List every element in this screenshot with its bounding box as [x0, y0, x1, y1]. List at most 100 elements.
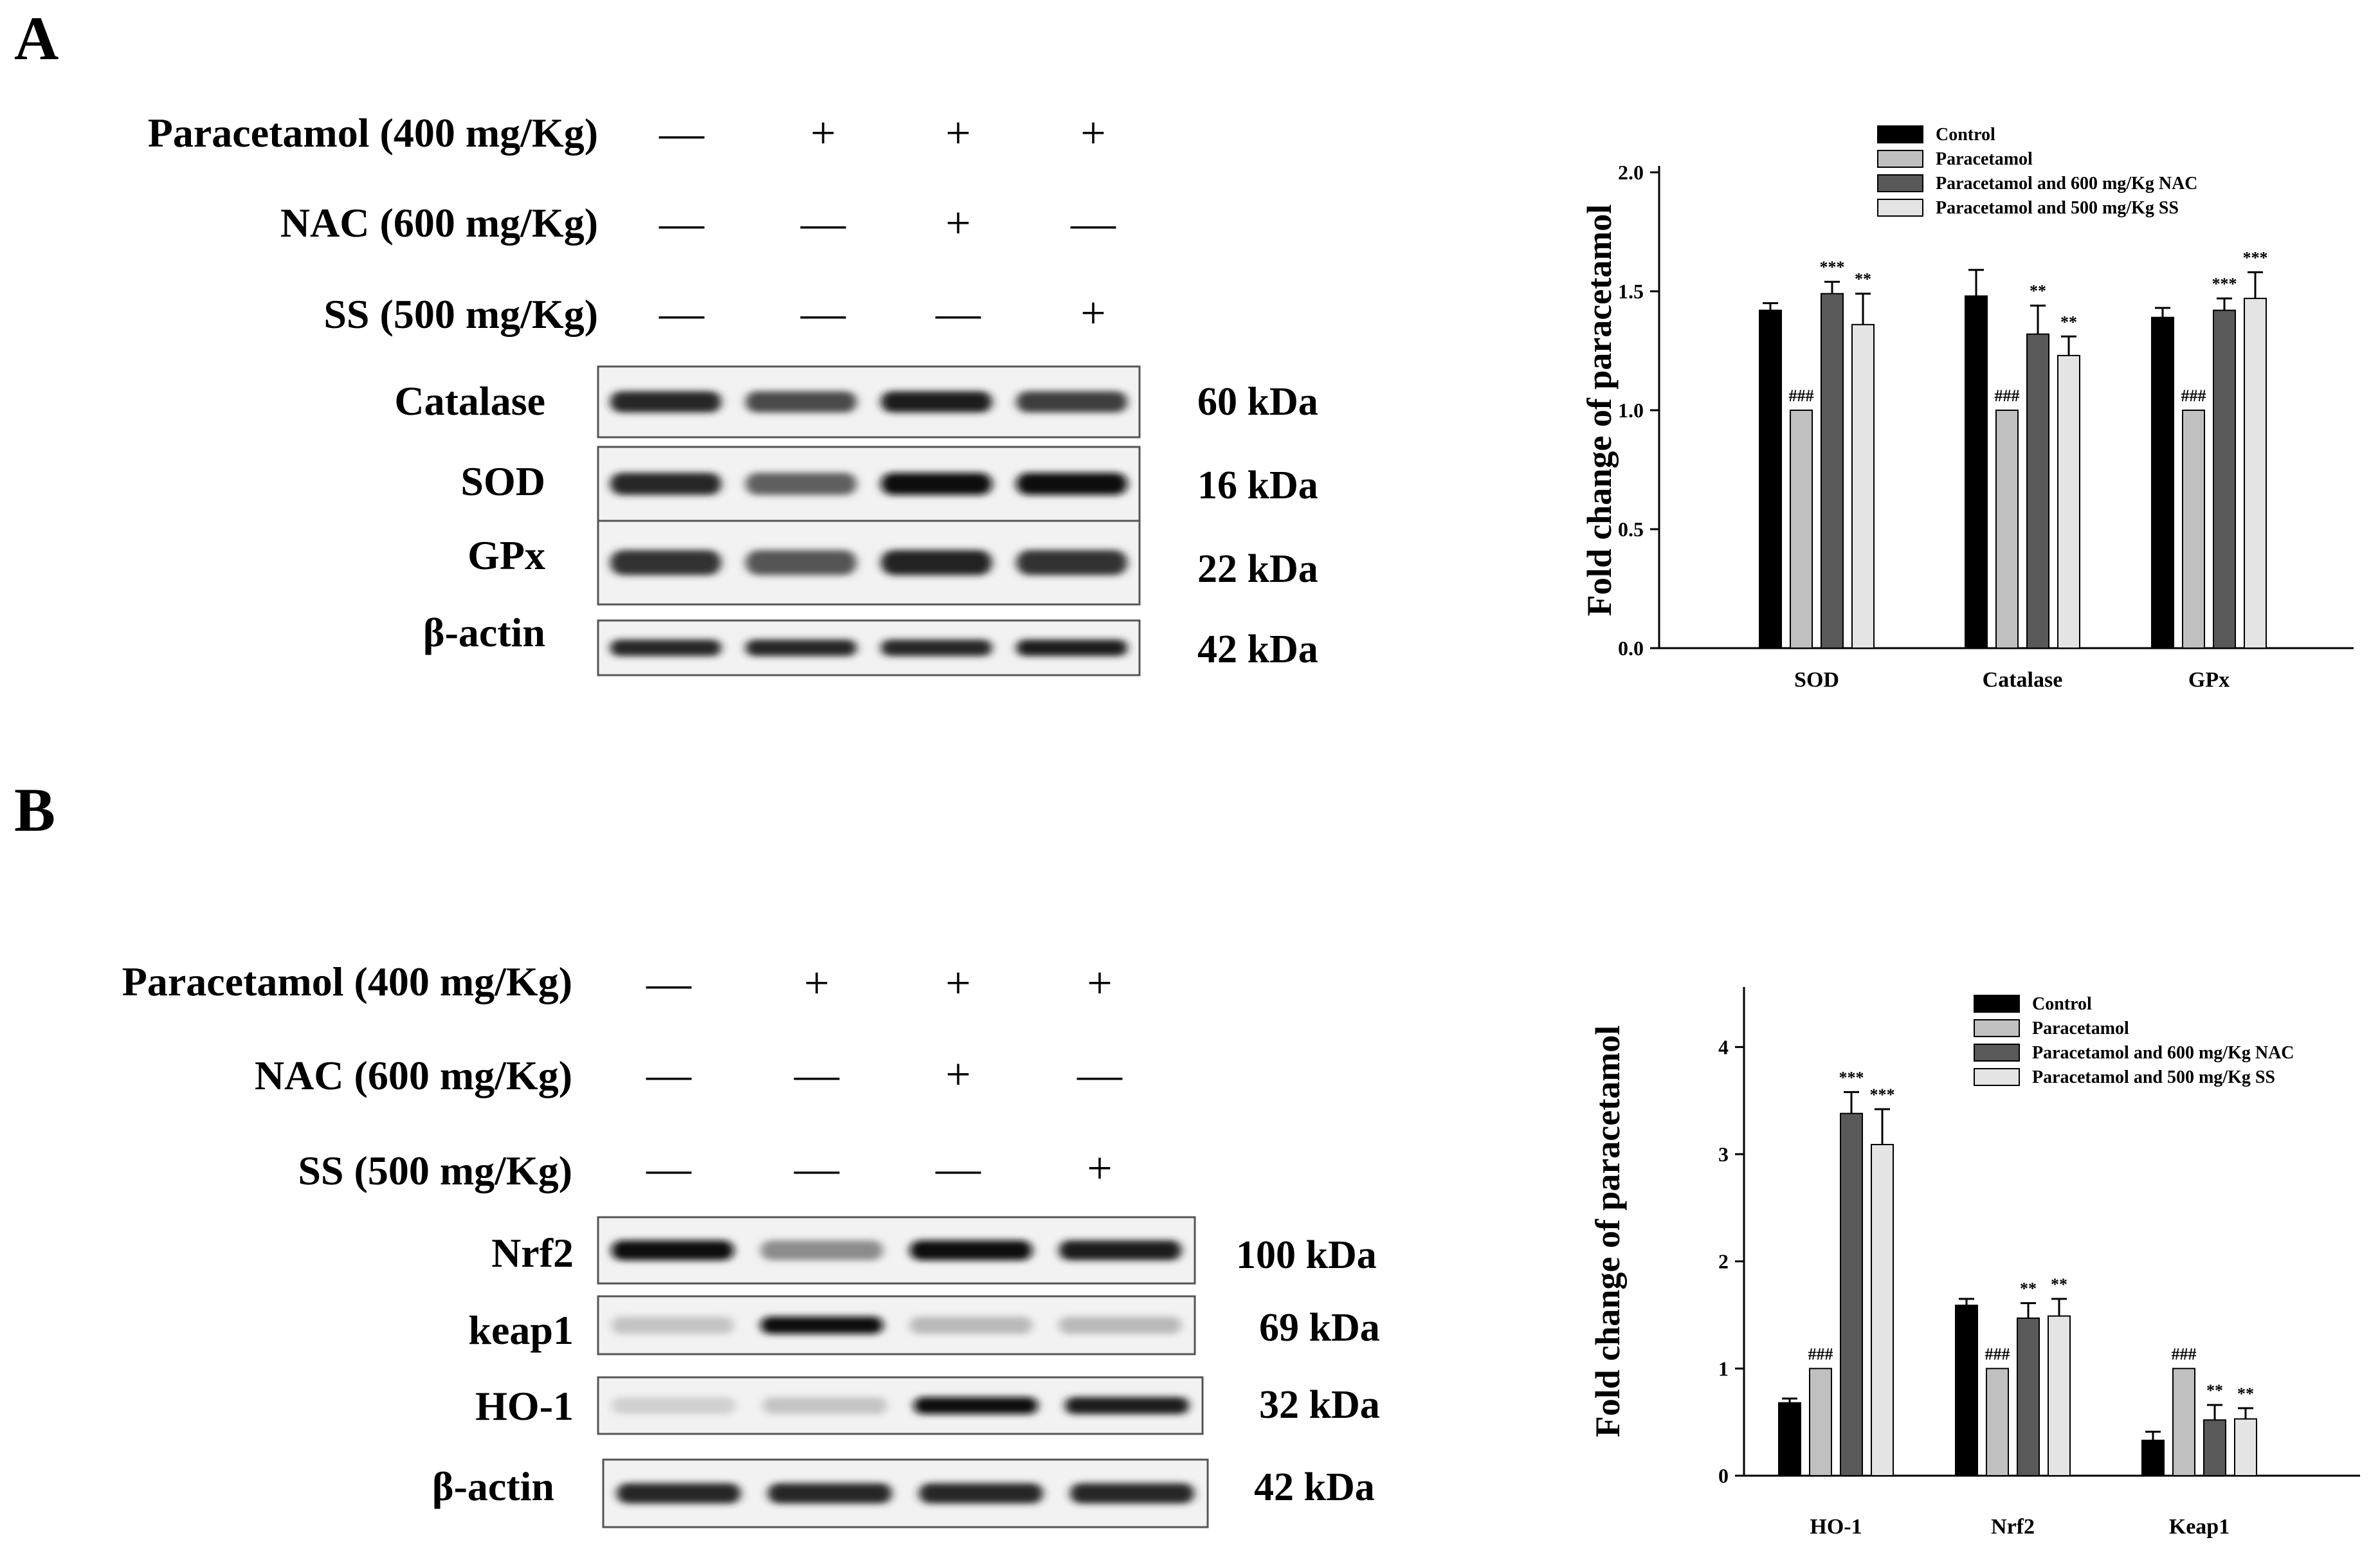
treatment-sign: +: [1087, 1144, 1112, 1193]
blot-band: [909, 1316, 1033, 1334]
significance-marker: ###: [1808, 1345, 1833, 1363]
x-category-label: Catalase: [1983, 668, 2063, 692]
sign-row-paracetamol: — + + +: [659, 109, 1106, 158]
legend-swatch: [1974, 1068, 2020, 1086]
blot-band: [914, 1397, 1038, 1415]
kda-label-sod: 16 kDa: [1197, 464, 1318, 507]
treatment-sign: +: [1080, 289, 1105, 338]
kda-label-ho-1: 32 kDa: [1259, 1383, 1380, 1427]
blot-band: [745, 391, 857, 413]
treatment-label-paracetamol-b: Paracetamol (400 mg/Kg): [122, 959, 572, 1004]
blot-band: [611, 1316, 734, 1334]
blot-band: [1065, 1397, 1189, 1415]
blot-band: [745, 473, 857, 495]
significance-marker: ###: [2181, 386, 2206, 405]
treatment-sign: —: [659, 109, 705, 158]
significance-marker: **: [2030, 282, 2046, 300]
bar: [1851, 323, 1875, 649]
significance-marker: ###: [1789, 386, 1814, 405]
sign-row-nac-b: — — + —: [646, 1050, 1123, 1100]
treatment-sign: —: [646, 1050, 692, 1100]
treatment-sign: +: [945, 1050, 970, 1100]
y-axis-title: Fold change of paracetamol: [1580, 204, 1619, 616]
significance-marker: ***: [1820, 258, 1845, 276]
significance-marker: ***: [2243, 248, 2268, 267]
panel-b-blots: Nrf2 keap1 HO-1 β-actin 100 kDa 69 kDa 3…: [432, 1216, 1380, 1528]
blot-label-beta-actin-b: β-actin: [432, 1463, 554, 1509]
treatment-label-nac: NAC (600 mg/Kg): [280, 200, 598, 246]
bar: [1995, 410, 2019, 649]
treatment-label-ss: SS (500 mg/Kg): [323, 291, 598, 337]
sign-row-paracetamol-b: — + + +: [646, 959, 1113, 1008]
legend-label: Paracetamol: [2032, 1019, 2129, 1038]
x-category-label: GPx: [2188, 668, 2230, 692]
blot-band: [610, 473, 722, 495]
sign-row-ss: — — — +: [659, 289, 1106, 338]
treatment-sign: —: [659, 289, 705, 338]
bar: [1840, 1112, 1863, 1476]
legend-swatch: [1877, 174, 1923, 192]
blot-label-keap1: keap1: [468, 1307, 574, 1353]
bar: [2172, 1368, 2195, 1476]
significance-marker: ***: [1839, 1068, 1864, 1087]
blot-band: [1016, 391, 1128, 413]
y-tick-label: 0: [1718, 1464, 1729, 1487]
bar: [1955, 1305, 1978, 1476]
bar-chart-b: 0 1 2 3 4 Fold change of paracetamol HO-1 Nrf2 K…: [1588, 987, 2360, 1539]
blot-label-nrf2: Nrf2: [491, 1230, 574, 1276]
bar: [2234, 1418, 2257, 1477]
significance-marker: ###: [1985, 1345, 2010, 1363]
legend-label: Control: [1936, 125, 1995, 145]
bar: [2026, 333, 2049, 649]
significance-marker: ###: [2172, 1345, 2197, 1363]
treatment-sign: +: [945, 199, 970, 248]
significance-marker: ***: [1870, 1085, 1895, 1104]
y-tick-label: 1.5: [1618, 280, 1644, 303]
blot-label-ho-1: HO-1: [475, 1383, 574, 1429]
treatment-label-nac-b: NAC (600 mg/Kg): [255, 1053, 572, 1098]
y-tick-label: 0.0: [1618, 637, 1644, 660]
legend-label: Paracetamol and 600 mg/Kg NAC: [2032, 1043, 2294, 1063]
blot-band: [1070, 1483, 1194, 1504]
blot-band: [610, 550, 722, 575]
blot-band: [745, 639, 857, 657]
significance-marker: ###: [1995, 386, 2020, 405]
legend-label: Paracetamol and 500 mg/Kg SS: [1936, 198, 2179, 218]
legend-swatch: [1974, 1044, 2020, 1062]
y-tick-label: 1: [1718, 1357, 1729, 1380]
kda-label-beta-actin-b: 42 kDa: [1254, 1465, 1375, 1509]
bar-chart-a: 0.0 0.5 1.0 1.5 2.0 Fold change of paracetamo…: [1580, 125, 2354, 692]
blot-band: [880, 550, 992, 575]
significance-marker: **: [2206, 1381, 2223, 1400]
bar: [2048, 1315, 2071, 1476]
blot-band: [611, 1240, 734, 1260]
treatment-sign: +: [810, 109, 835, 158]
blot-band: [610, 639, 722, 657]
bar: [1809, 1368, 1832, 1476]
blot-band: [768, 1483, 892, 1504]
legend-label: Paracetamol and 500 mg/Kg SS: [2032, 1067, 2275, 1087]
bar: [1986, 1368, 2009, 1476]
treatment-label-paracetamol: Paracetamol (400 mg/Kg): [148, 110, 598, 156]
sign-row-nac: — — + —: [659, 199, 1116, 248]
bar: [2203, 1419, 2226, 1476]
blot-nrf2: [597, 1216, 1196, 1285]
bar: [2017, 1318, 2040, 1476]
bar: [1778, 1402, 1801, 1477]
blot-keap1: [597, 1295, 1196, 1355]
sign-row-ss-b: — — — +: [646, 1144, 1113, 1193]
y-tick-label: 2.0: [1618, 161, 1644, 184]
blot-band: [880, 639, 992, 657]
y-tick-label: 0.5: [1618, 518, 1644, 541]
kda-label-gpx: 22 kDa: [1197, 547, 1318, 591]
blot-band: [760, 1316, 884, 1334]
bar: [2141, 1440, 2165, 1476]
treatment-sign: —: [1076, 1050, 1123, 1100]
blot-band: [1016, 639, 1128, 657]
panel-b-treatments: Paracetamol (400 mg/Kg) NAC (600 mg/Kg) …: [122, 959, 1123, 1193]
blot-label-catalase: Catalase: [394, 378, 545, 424]
legend-swatch: [1974, 1019, 2020, 1037]
blot-label-beta-actin: β-actin: [423, 610, 545, 655]
treatment-sign: —: [935, 289, 981, 338]
